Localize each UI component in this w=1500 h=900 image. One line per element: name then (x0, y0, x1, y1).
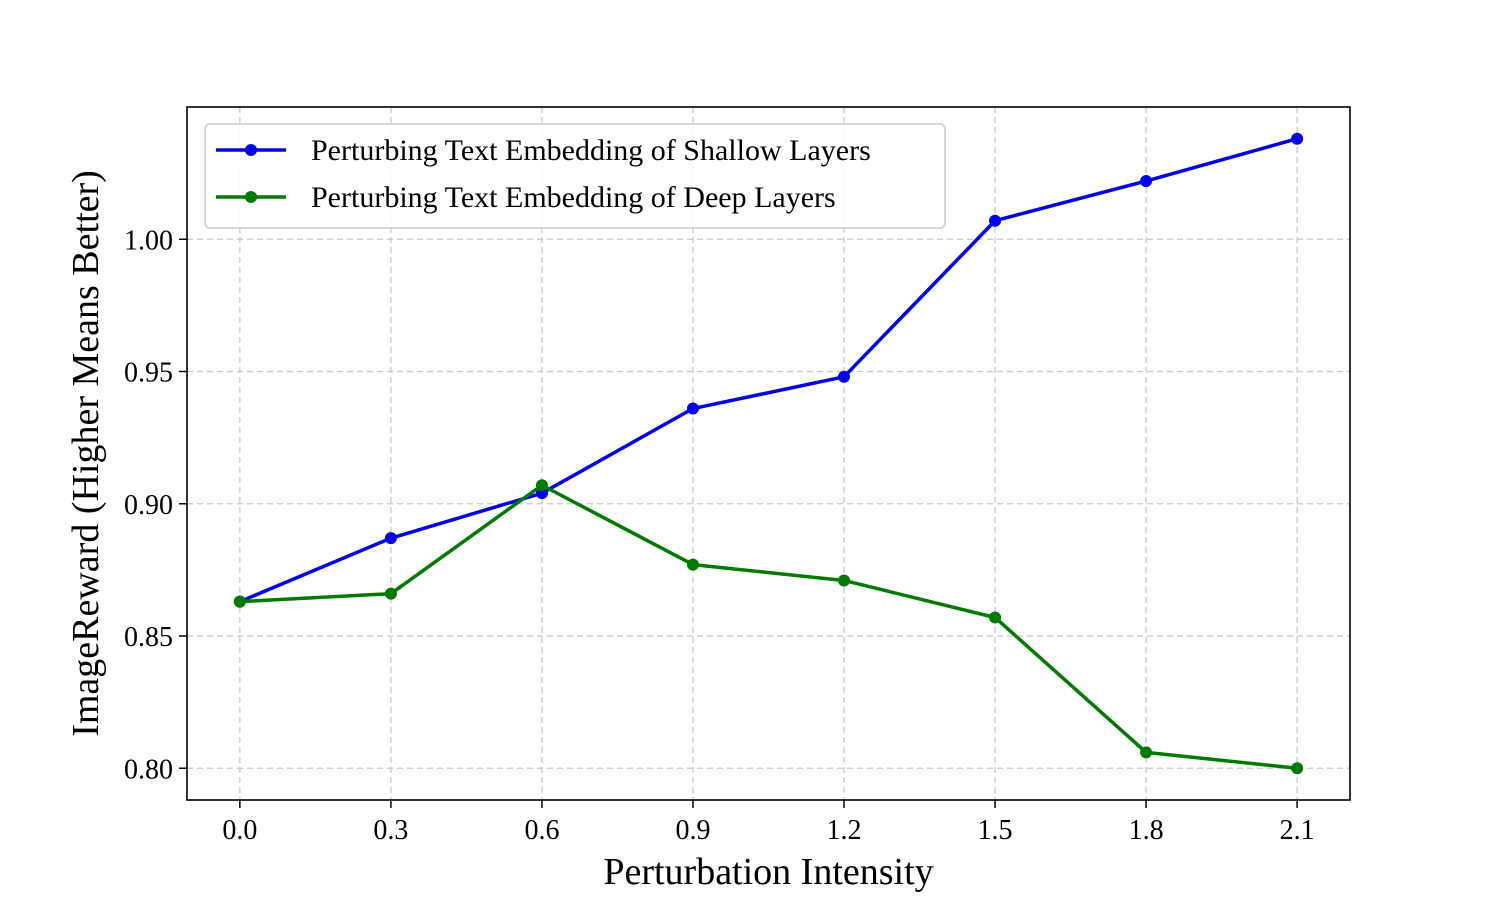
data-point (535, 479, 548, 492)
data-point (1291, 762, 1304, 775)
x-tick-label: 0.0 (222, 815, 257, 846)
data-point (1291, 132, 1304, 145)
series-layer (233, 132, 1304, 775)
data-point (233, 595, 246, 608)
y-axis-label: ImageReward (Higher Means Better) (65, 170, 107, 737)
legend-label: Perturbing Text Embedding of Shallow Lay… (311, 134, 871, 167)
series-line (239, 483, 1298, 770)
series-deep-layers (233, 479, 1304, 775)
legend-marker (245, 144, 257, 156)
x-tick-label: 0.6 (524, 815, 559, 846)
data-point (989, 611, 1002, 624)
x-tick-label: 0.9 (675, 815, 710, 846)
x-tick-label: 2.1 (1280, 815, 1315, 846)
y-axis-ticks: 0.80 0.85 0.90 0.95 1.00 (124, 225, 187, 785)
data-point (838, 574, 851, 587)
x-tick-label: 0.3 (373, 815, 408, 846)
data-point (384, 532, 397, 545)
x-tick-label: 1.8 (1129, 815, 1164, 846)
legend-marker (245, 191, 257, 203)
legend-box (204, 123, 946, 229)
legend-label: Perturbing Text Embedding of Deep Layers (311, 181, 836, 214)
x-tick-label: 1.5 (978, 815, 1013, 846)
y-tick-label: 0.85 (124, 622, 173, 653)
y-tick-label: 0.80 (124, 754, 173, 785)
legend-item: Perturbing Text Embedding of Deep Layers (216, 181, 836, 214)
data-point (1140, 746, 1153, 759)
data-point (384, 587, 397, 600)
x-axis-ticks: 0.0 0.3 0.6 0.9 1.2 1.5 1.8 2.1 (222, 800, 1315, 846)
legend-item: Perturbing Text Embedding of Shallow Lay… (216, 134, 871, 167)
legend: Perturbing Text Embedding of Shallow Lay… (204, 123, 946, 229)
y-tick-label: 0.95 (124, 358, 173, 389)
data-point (1140, 175, 1153, 188)
data-point (686, 558, 699, 571)
x-axis-label: Perturbation Intensity (603, 851, 933, 893)
data-point (686, 402, 699, 415)
x-tick-label: 1.2 (827, 815, 862, 846)
data-point (989, 214, 1002, 227)
y-tick-label: 0.90 (124, 490, 173, 521)
plot-frame (186, 106, 1351, 801)
data-point (838, 370, 851, 383)
series-line (239, 137, 1298, 604)
y-tick-label: 1.00 (124, 225, 173, 256)
